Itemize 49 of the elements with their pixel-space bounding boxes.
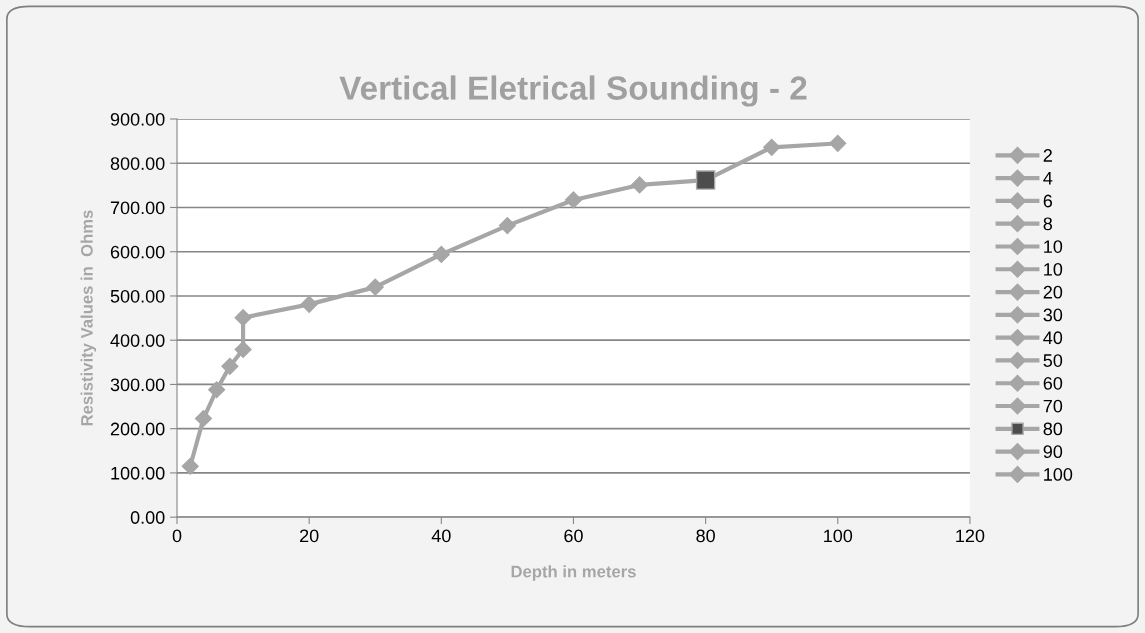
point	[695, 170, 716, 190]
legend-label: 100	[1044, 468, 1073, 481]
point	[300, 295, 318, 313]
legend-label: 40	[1043, 331, 1063, 345]
legend-label: 60	[1043, 376, 1063, 390]
y-tick-label: 0.00	[130, 511, 165, 524]
y-tick-label: 600.00	[110, 245, 165, 259]
legend-label: 30	[1043, 308, 1063, 322]
chart-title: Vertical Eletrical Sounding - 2	[339, 75, 807, 107]
point	[432, 245, 450, 263]
point	[181, 457, 199, 475]
legend-label: 4	[1043, 172, 1053, 185]
y-tick-label: 300.00	[110, 378, 165, 392]
y-tick-label: 500.00	[110, 289, 165, 303]
legend-label: 70	[1043, 399, 1063, 413]
x-axis-title: Depth in meters	[511, 565, 636, 581]
legend-label: 6	[1043, 194, 1053, 208]
point	[630, 176, 649, 194]
legend-label: 8	[1043, 217, 1053, 231]
x-tick-label: 100	[824, 529, 853, 543]
x-tick-label: 40	[431, 529, 451, 543]
y-tick-label: 700.00	[110, 201, 165, 215]
point	[221, 357, 239, 375]
legend-label: 50	[1043, 354, 1063, 367]
y-tick-label: 100.00	[111, 466, 165, 480]
x-tick-label: 60	[564, 529, 583, 543]
y-tick-label: 400.00	[110, 334, 165, 347]
y-axis-title: Resistivity Values in Ohms	[80, 210, 97, 426]
point	[234, 309, 252, 327]
point	[829, 134, 847, 152]
x-tick-label: 80	[696, 529, 715, 543]
x-tick-label: 0	[172, 529, 182, 543]
point	[763, 138, 781, 156]
legend-label: 10	[1044, 262, 1063, 276]
point	[564, 191, 583, 209]
legend-label: 90	[1043, 445, 1063, 459]
x-tick-label: 20	[300, 529, 319, 543]
x-tick-label: 120	[956, 529, 985, 543]
point	[194, 409, 212, 428]
point	[498, 217, 516, 235]
point	[208, 381, 226, 399]
legend-label: 80	[1043, 422, 1063, 436]
y-tick-label: 800.00	[110, 157, 165, 170]
y-tick-label: 200.00	[110, 422, 165, 436]
legend-label: 10	[1044, 240, 1063, 253]
legend-label: 20	[1043, 285, 1063, 299]
point	[366, 278, 384, 296]
legend-label: 2	[1043, 149, 1052, 162]
y-tick-label: 900.00	[110, 112, 165, 126]
